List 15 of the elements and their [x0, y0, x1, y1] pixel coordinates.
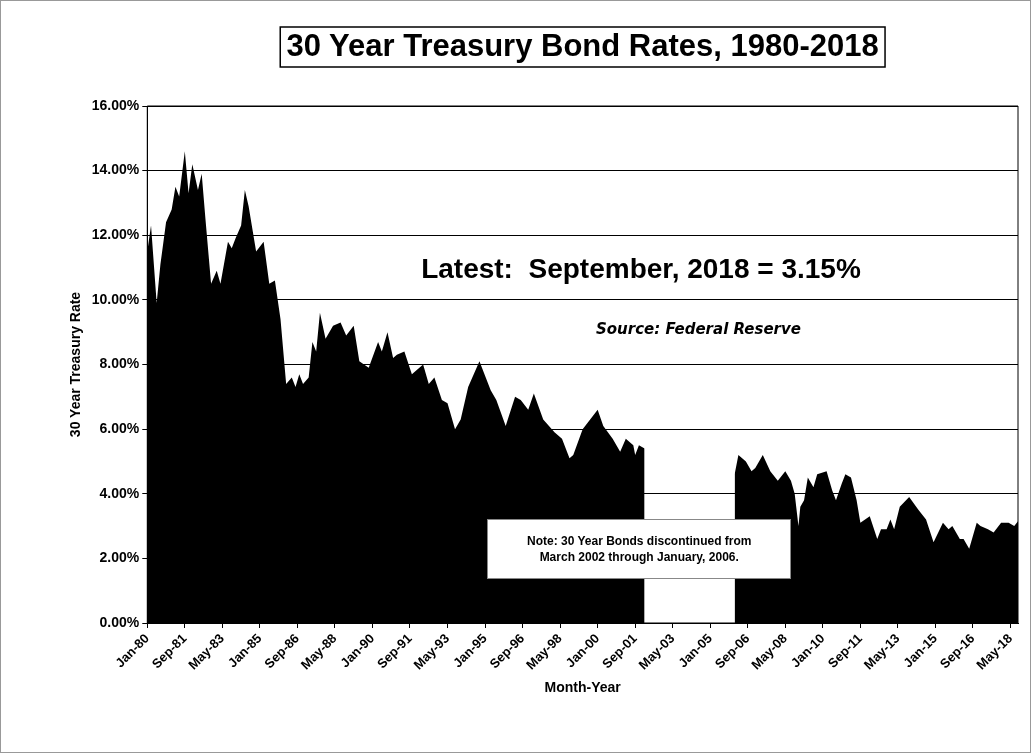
- x-axis-title: Month-Year: [544, 679, 622, 696]
- y-tick-label: 14.00%: [91, 161, 140, 178]
- y-tick-label: 16.00%: [91, 96, 140, 113]
- y-tick-label: 8.00%: [99, 355, 140, 372]
- note-box: Note: 30 Year Bonds discontinued from March 2002 through January, 2006.: [487, 519, 792, 580]
- y-tick-label: 6.00%: [99, 419, 140, 436]
- y-tick-label: 0.00%: [99, 613, 140, 630]
- chart-title: 30 Year Treasury Bond Rates, 1980-2018: [286, 27, 879, 63]
- y-tick-label: 2.00%: [99, 549, 140, 566]
- y-tick-label: 4.00%: [99, 484, 140, 501]
- annotation: Latest: September, 2018 = 3.15%: [421, 253, 861, 285]
- y-axis-title: 30 Year Treasury Rate: [67, 291, 84, 438]
- y-tick-label: 12.00%: [91, 226, 140, 243]
- annotation: Source: Federal Reserve: [595, 320, 801, 339]
- y-tick-label: 10.00%: [91, 290, 140, 307]
